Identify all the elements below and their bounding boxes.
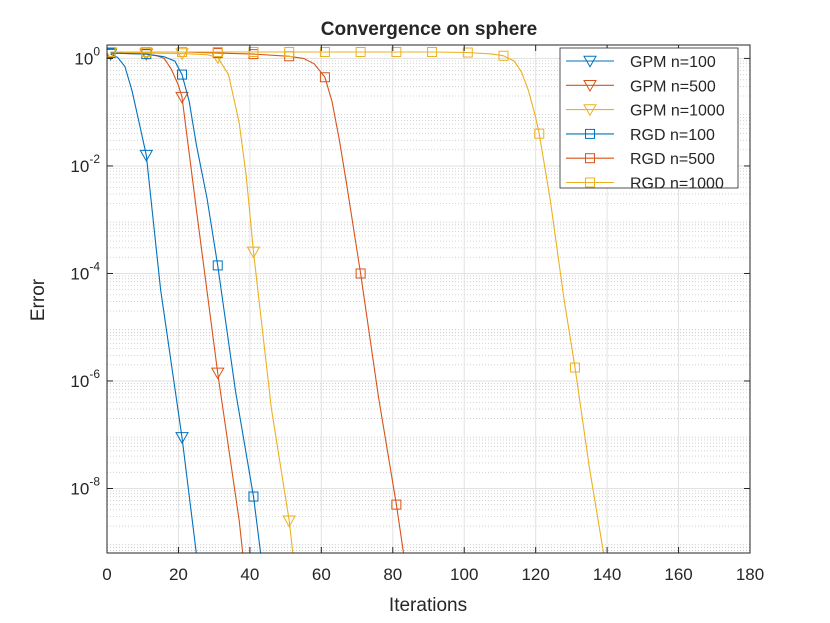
data-point-marker xyxy=(248,46,259,57)
legend-item: RGD n=500 xyxy=(566,151,715,168)
x-tick-label: 140 xyxy=(593,565,621,584)
series-gpm-n-100 xyxy=(107,48,197,553)
data-point-marker xyxy=(175,432,189,445)
legend-item: GPM n=500 xyxy=(566,78,716,95)
legend-label: RGD n=1000 xyxy=(630,176,724,193)
data-point-marker xyxy=(319,46,330,57)
data-point-marker xyxy=(210,367,225,380)
y-tick-exponent: -2 xyxy=(89,152,100,166)
series-line xyxy=(110,51,605,553)
legend-marker xyxy=(585,128,595,139)
legend-item: RGD n=1000 xyxy=(566,176,724,193)
x-tick-label: 120 xyxy=(521,565,549,584)
data-point-marker xyxy=(107,48,118,61)
x-tick-label: 40 xyxy=(240,565,259,584)
y-tick-base: 10 xyxy=(70,264,89,283)
y-tick-base: 10 xyxy=(70,372,89,391)
y-tick-exponent: -8 xyxy=(89,474,100,488)
data-point-marker xyxy=(107,46,116,57)
x-tick-label: 160 xyxy=(664,565,692,584)
y-tick-base: 10 xyxy=(74,49,93,68)
y-axis-label: Error xyxy=(28,278,49,321)
x-axis-label: Iterations xyxy=(389,595,467,616)
legend-marker xyxy=(583,104,597,117)
x-tick-label: 180 xyxy=(736,565,764,584)
data-point-marker xyxy=(246,246,261,259)
y-tick-base: 10 xyxy=(70,157,89,176)
data-point-marker xyxy=(175,48,189,61)
y-tick-label: 100 xyxy=(74,44,100,68)
y-tick-exponent: 0 xyxy=(93,44,100,58)
data-point-marker xyxy=(212,260,223,271)
legend-item: RGD n=100 xyxy=(566,127,715,144)
x-tick-label: 0 xyxy=(102,565,111,584)
data-point-marker xyxy=(355,46,366,57)
data-point-marker xyxy=(355,268,366,279)
minor-grid xyxy=(107,60,750,551)
legend-marker xyxy=(585,153,595,164)
data-point-marker xyxy=(498,50,509,61)
data-point-marker xyxy=(248,491,259,502)
data-point-marker xyxy=(139,149,154,162)
legend-label: RGD n=100 xyxy=(630,127,715,144)
y-tick-exponent: -6 xyxy=(89,367,100,381)
data-point-marker xyxy=(569,362,580,373)
x-tick-label: 80 xyxy=(383,565,402,584)
legend-label: RGD n=500 xyxy=(630,151,715,168)
chart-title: Convergence on sphere xyxy=(321,19,537,40)
y-tick-label: 10-6 xyxy=(70,367,100,391)
legend-label: GPM n=500 xyxy=(630,78,716,95)
data-point-marker xyxy=(177,46,188,57)
data-point-marker xyxy=(391,46,402,57)
x-tick-labels: 0 20 40 60 80 100 120 140 160 180 xyxy=(102,565,764,584)
tick-marks xyxy=(106,45,751,553)
y-tick-label: 10-4 xyxy=(70,259,100,283)
series-rgd-n-1000 xyxy=(107,46,605,553)
x-tick-label: 60 xyxy=(312,565,331,584)
data-point-marker xyxy=(212,46,223,57)
legend: GPM n=100 GPM n=500 GPM n=1000 RGD n=100 RGD… xyxy=(559,47,739,193)
legend-box xyxy=(559,47,739,189)
data-point-marker xyxy=(284,46,295,57)
legend-marker xyxy=(583,55,597,68)
series-line xyxy=(110,52,294,553)
data-point-marker xyxy=(175,91,189,104)
y-tick-label: 10-8 xyxy=(70,474,100,498)
y-tick-exponent: -4 xyxy=(89,259,100,273)
data-point-marker xyxy=(282,515,297,528)
series-layer xyxy=(107,46,605,553)
data-point-marker xyxy=(177,69,188,80)
legend-marker xyxy=(585,177,595,188)
legend-item: GPM n=1000 xyxy=(566,103,725,120)
data-point-marker xyxy=(462,47,473,58)
data-point-marker xyxy=(391,499,402,510)
x-tick-label: 100 xyxy=(450,565,478,584)
legend-marker xyxy=(583,80,597,93)
x-tick-label: 20 xyxy=(169,565,188,584)
data-point-marker xyxy=(141,46,152,57)
series-line xyxy=(110,53,197,553)
data-point-marker xyxy=(319,72,330,83)
series-line xyxy=(110,52,262,553)
legend-label: GPM n=1000 xyxy=(630,103,725,120)
plot-frame xyxy=(106,44,751,554)
y-tick-label: 10-2 xyxy=(70,152,100,176)
y-tick-base: 10 xyxy=(70,479,89,498)
data-point-marker xyxy=(534,128,545,139)
legend-label: GPM n=100 xyxy=(630,54,716,71)
data-point-marker xyxy=(427,46,438,57)
legend-item: GPM n=100 xyxy=(566,54,716,71)
